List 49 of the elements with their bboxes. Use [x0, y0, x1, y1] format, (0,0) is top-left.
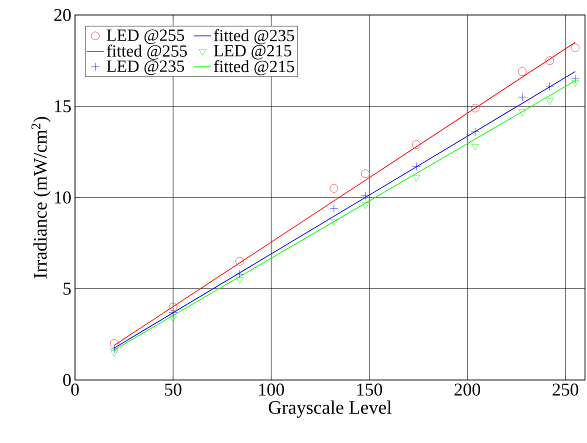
point: [518, 110, 526, 116]
point: [330, 204, 338, 213]
point: [412, 162, 421, 171]
x-axis-title: Grayscale Level: [268, 400, 392, 418]
legend-label: LED @255: [106, 29, 184, 44]
point: [546, 98, 554, 105]
point: [361, 170, 370, 178]
point: [330, 219, 338, 226]
point: [470, 128, 480, 136]
y-tick-label: 0: [63, 374, 71, 386]
point: [570, 74, 580, 84]
legend-label: LED @235: [106, 60, 184, 75]
point: [169, 316, 177, 322]
point: [361, 191, 370, 200]
x-tick-label: 250: [552, 384, 578, 396]
point: [330, 184, 338, 193]
point: [518, 67, 526, 76]
legend-label: LED @215: [214, 44, 292, 60]
point: [545, 56, 554, 65]
point: [412, 175, 420, 182]
point: [570, 44, 580, 52]
point: [572, 80, 579, 87]
y-tick-label: 10: [55, 191, 71, 204]
point: [470, 104, 480, 112]
legend-label: fitted @235: [214, 29, 294, 44]
point: [110, 344, 118, 354]
y-tick-label: 20: [54, 8, 71, 22]
point: [545, 82, 554, 90]
x-tick-label: 0: [71, 384, 79, 396]
legend-label: fitted @215: [214, 60, 294, 76]
y-axis-title: Irradiance (mW/cm$^{2}$): [31, 116, 51, 278]
x-tick-label: 200: [454, 384, 480, 396]
legend-label: fitted @255: [106, 44, 187, 60]
point: [471, 144, 479, 151]
x-tick-label: 100: [259, 384, 284, 396]
point: [168, 302, 178, 312]
point: [412, 140, 421, 149]
point: [518, 92, 526, 102]
y-tick-label: 15: [55, 100, 71, 112]
point: [236, 270, 244, 278]
point: [362, 202, 369, 209]
point: [236, 277, 244, 284]
y-tick-label: 5: [64, 282, 71, 295]
point: [236, 257, 244, 266]
point: [110, 350, 118, 357]
x-tick-label: 150: [357, 384, 382, 396]
point: [110, 339, 118, 348]
point: [168, 308, 178, 317]
x-tick-label: 50: [165, 384, 182, 396]
